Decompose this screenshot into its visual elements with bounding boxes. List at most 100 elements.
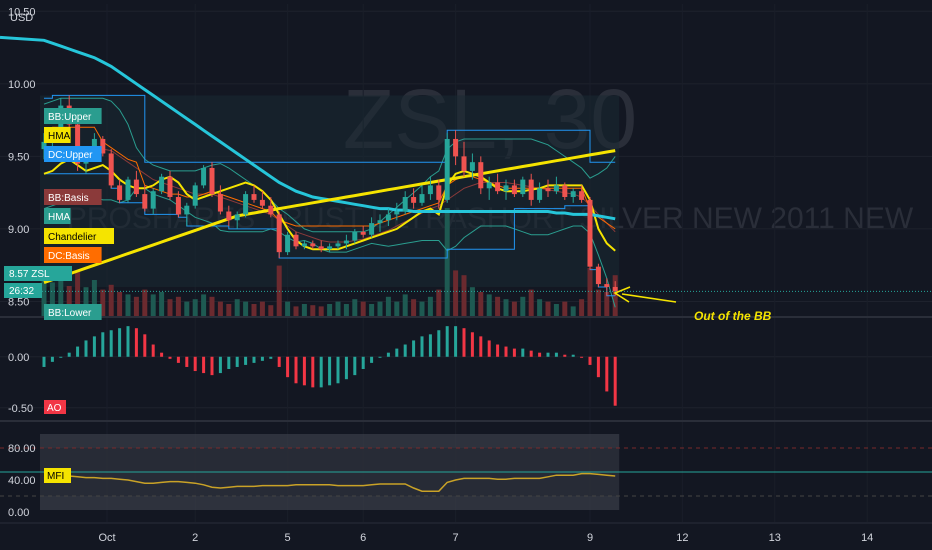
ao-bar — [437, 330, 441, 357]
candle-body — [75, 124, 81, 164]
volume-bar — [503, 299, 509, 316]
volume-bar — [604, 292, 610, 316]
candle-body — [520, 179, 526, 195]
legend-label-box — [44, 304, 102, 320]
volume-bar — [377, 301, 383, 316]
time-tick-label: 12 — [676, 532, 688, 544]
axes: 10.50 10.00 9.50 9.00 8.50 0.00 -0.50 80.00 40.0… — [8, 6, 873, 544]
ao-bar — [588, 356, 592, 365]
legend-label-box — [44, 189, 102, 205]
candle-body — [553, 185, 559, 192]
candle-body — [285, 234, 291, 253]
legend-label-box — [44, 247, 102, 263]
last-price-label: 8.57 ZSL — [9, 269, 50, 280]
candle-body — [167, 176, 173, 198]
volume-bar — [469, 287, 475, 316]
candle-body — [276, 214, 282, 253]
volume-bar — [276, 265, 282, 316]
volume-bar — [528, 289, 534, 316]
candle-body — [159, 176, 165, 192]
candle-body — [301, 243, 307, 247]
candle-body — [243, 194, 249, 215]
candle-body — [495, 182, 501, 192]
time-tick-label: 14 — [861, 532, 873, 544]
candle-body — [385, 214, 391, 221]
ao-bar — [269, 356, 273, 359]
ao-bar — [445, 326, 449, 357]
volume-bar — [436, 289, 442, 316]
candle-body — [209, 167, 215, 195]
volume-bar — [478, 292, 484, 316]
volume-bar — [595, 289, 601, 316]
ao-bar — [244, 356, 248, 365]
ao-histogram — [42, 326, 617, 406]
ao-bar — [487, 340, 491, 357]
legend-label-box — [44, 127, 71, 143]
ao-bar — [210, 356, 214, 376]
candle-body — [478, 162, 484, 189]
volume-bar — [369, 304, 375, 316]
volume-bar — [41, 277, 47, 316]
ao-bar — [412, 340, 416, 357]
legend-label-box — [44, 228, 114, 244]
ao-bar — [470, 332, 474, 357]
ao-bar — [134, 328, 138, 357]
mfi-series-line — [43, 472, 616, 492]
mfi-line — [43, 472, 616, 492]
ao-bar — [521, 348, 525, 357]
volume-bar — [486, 294, 492, 316]
price-tick-label: 8.50 — [8, 296, 29, 308]
legend-label-text: Chandelier — [48, 232, 97, 243]
ao-bar — [277, 356, 281, 367]
candle-body — [587, 199, 593, 267]
volume-bar — [394, 301, 400, 316]
ao-bar — [479, 336, 483, 357]
ao-bar — [496, 344, 500, 357]
volume-bar — [108, 284, 114, 316]
time-tick-label: 2 — [192, 532, 198, 544]
chandelier-line — [43, 149, 616, 285]
candle-body — [142, 194, 148, 209]
ao-bar — [76, 346, 80, 357]
volume-bar — [201, 294, 207, 316]
candle-body — [133, 179, 139, 195]
donchian-upper-line — [44, 94, 616, 163]
legend-label-text: BB:Lower — [48, 308, 92, 319]
volume-bar — [117, 292, 123, 316]
candle-body — [259, 199, 265, 206]
candle-body — [419, 194, 425, 203]
ao-bar — [185, 356, 189, 367]
ao-bar — [302, 356, 306, 386]
candle-body — [41, 141, 47, 150]
volume-bar — [159, 292, 165, 316]
ao-bar — [92, 336, 96, 357]
volume-bar — [360, 301, 366, 316]
volume-bar — [427, 296, 433, 316]
mfi-label: MFI — [47, 471, 64, 482]
mfi-tick-label: 0.00 — [8, 507, 29, 519]
candle-body — [562, 185, 568, 198]
ao-bar — [504, 346, 508, 357]
ao-bar — [613, 356, 617, 406]
legend-label-text: BB:Upper — [48, 112, 92, 123]
volume-bar — [520, 296, 526, 316]
candle-body — [268, 205, 274, 215]
ao-bar — [252, 356, 256, 363]
legend-label-text: HMA — [48, 131, 71, 142]
last-price-box — [4, 266, 72, 281]
indicator-overlays — [0, 35, 616, 308]
ao-bar — [596, 356, 600, 378]
ao-bar — [235, 356, 239, 367]
time-tick-label: 5 — [285, 532, 291, 544]
ao-bar — [571, 354, 575, 357]
countdown-box — [4, 283, 42, 298]
candle-body — [117, 185, 123, 200]
candle-body — [402, 197, 408, 212]
price-tick-label: 10.00 — [8, 79, 36, 91]
candle-body — [234, 214, 240, 221]
volume-bar — [91, 280, 97, 316]
volume-bar — [570, 306, 576, 316]
candle-body — [503, 185, 509, 192]
ao-bar — [227, 356, 231, 369]
